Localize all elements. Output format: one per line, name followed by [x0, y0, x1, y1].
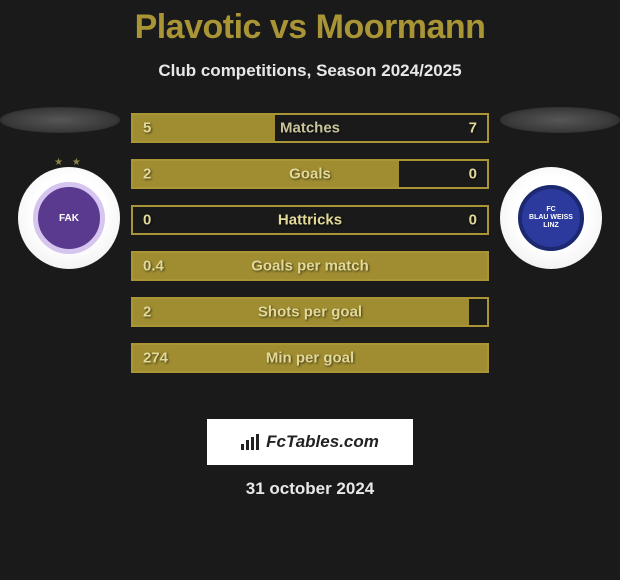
stars-icon: ★ ★ — [54, 157, 84, 168]
badge-shadow-right — [500, 107, 620, 133]
team-badge-right: FC BLAU WEISS LINZ — [500, 167, 602, 269]
stat-row: 5 7 Matches — [131, 113, 489, 143]
header: Plavotic vs Moormann Club competitions, … — [0, 0, 620, 81]
team-crest-left: FAK — [33, 182, 105, 254]
stat-bar-track: 0 0 Hattricks — [131, 205, 489, 235]
crest-right-line2: BLAU WEISS — [529, 214, 573, 222]
stat-label: Hattricks — [278, 212, 342, 229]
stat-bar-track: 0.4 Goals per match — [131, 251, 489, 281]
stat-label: Goals — [289, 166, 331, 183]
crest-left-text: FAK — [59, 213, 79, 224]
stat-value-left: 0.4 — [143, 258, 164, 275]
stat-bar-track: 2 0 Goals — [131, 159, 489, 189]
crest-right-line1: FC — [546, 206, 555, 214]
crest-right-line3: LINZ — [543, 222, 559, 230]
stat-label: Matches — [280, 120, 340, 137]
stat-label: Shots per goal — [258, 304, 362, 321]
stat-value-left: 0 — [143, 212, 151, 229]
stat-bar-fill — [133, 161, 399, 187]
stat-value-left: 2 — [143, 166, 151, 183]
brand-logo-box: FcTables.com — [207, 419, 413, 465]
stat-label: Goals per match — [251, 258, 369, 275]
badge-shadow-left — [0, 107, 120, 133]
stat-row: 2 Shots per goal — [131, 297, 489, 327]
chart-icon — [241, 434, 261, 450]
stat-label: Min per goal — [266, 350, 354, 367]
team-badge-left: ★ ★ FAK — [18, 167, 120, 269]
comparison-content: ★ ★ FAK FC BLAU WEISS LINZ 5 7 Matches 2 0 Go… — [0, 107, 620, 407]
stat-row: 0.4 Goals per match — [131, 251, 489, 281]
stat-value-right: 7 — [469, 120, 477, 137]
brand-text: FcTables.com — [266, 432, 379, 452]
stat-bar-track: 5 7 Matches — [131, 113, 489, 143]
stat-value-left: 274 — [143, 350, 168, 367]
stat-value-left: 5 — [143, 120, 151, 137]
stat-value-right: 0 — [469, 212, 477, 229]
stat-row: 2 0 Goals — [131, 159, 489, 189]
stat-bar-fill — [133, 115, 275, 141]
page-title: Plavotic vs Moormann — [0, 8, 620, 47]
stat-bar-track: 2 Shots per goal — [131, 297, 489, 327]
team-crest-right: FC BLAU WEISS LINZ — [518, 185, 584, 251]
page-subtitle: Club competitions, Season 2024/2025 — [0, 61, 620, 81]
stat-row: 0 0 Hattricks — [131, 205, 489, 235]
date-label: 31 october 2024 — [0, 479, 620, 499]
stat-value-right: 0 — [469, 166, 477, 183]
stat-bar-track: 274 Min per goal — [131, 343, 489, 373]
stat-value-left: 2 — [143, 304, 151, 321]
brand-logo: FcTables.com — [241, 432, 379, 452]
stat-row: 274 Min per goal — [131, 343, 489, 373]
stat-bars: 5 7 Matches 2 0 Goals 0 0 Hattricks 0.4 Goals per … — [131, 107, 489, 373]
